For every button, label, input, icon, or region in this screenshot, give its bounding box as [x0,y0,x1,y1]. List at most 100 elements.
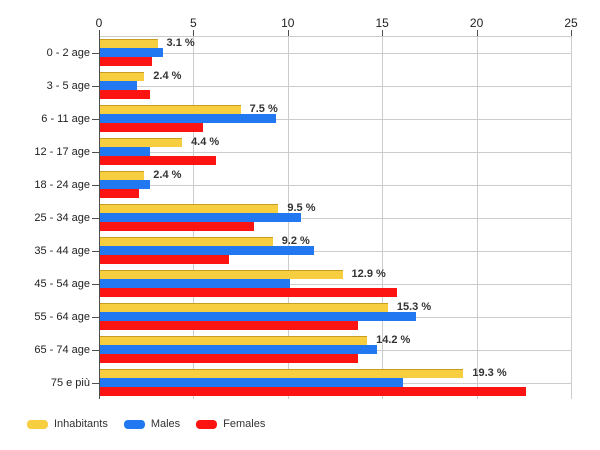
h-gridline [99,217,571,219]
bar-inhabitants[interactable] [100,335,368,345]
bar-value-label: 12.9 % [351,267,386,280]
x-axis-tick-label: 25 [564,16,578,30]
bar-inhabitants[interactable] [100,368,464,378]
bar-value-label: 9.5 % [287,201,316,214]
legend-item-females[interactable]: Females [196,418,265,430]
bar-females[interactable] [100,189,139,199]
x-axis-tick-mark [99,30,100,36]
bar-value-label: 7.5 % [249,102,278,115]
bar-males[interactable] [100,245,315,256]
bar-inhabitants[interactable] [100,203,279,213]
y-axis-tick-mark [92,151,99,153]
h-gridline [99,151,571,153]
x-axis-tick-label: 10 [281,16,295,30]
bar-inhabitants[interactable] [100,104,241,114]
y-axis-category-label: 3 - 5 age [46,79,90,92]
bar-females[interactable] [100,387,526,397]
y-axis-tick-mark [92,382,99,384]
y-axis-category-label: 12 - 17 age [34,145,90,158]
chart-legend: Inhabitants Males Females [27,418,265,430]
bar-value-label: 9.2 % [281,234,310,247]
x-axis-tick-label: 20 [469,16,484,30]
bar-value-label: 14.2 % [376,333,411,346]
bar-inhabitants[interactable] [100,137,183,147]
bar-value-label: 2.4 % [153,69,182,82]
bar-males[interactable] [100,311,417,322]
x-axis-tick-mark [476,30,478,36]
bar-males[interactable] [100,80,137,91]
bar-inhabitants[interactable] [100,236,273,246]
x-axis-tick-mark [193,30,195,36]
h-gridline [99,283,571,285]
bar-males[interactable] [100,212,302,223]
legend-label: Females [223,418,266,430]
y-axis-tick-mark [92,52,99,54]
x-axis-tick-label: 0 [95,16,103,30]
h-gridline [99,52,571,54]
y-axis-category-label: 18 - 24 age [34,178,90,191]
y-axis-category-label: 75 e più [50,376,90,389]
bar-males[interactable] [100,179,150,190]
v-gridline [382,36,384,399]
bar-males[interactable] [100,278,290,289]
y-axis-tick-mark [92,349,99,351]
legend-label: Inhabitants [54,418,108,430]
bar-inhabitants[interactable] [100,38,158,48]
bar-males[interactable] [100,344,377,355]
bar-value-label: 15.3 % [396,300,432,313]
bar-males[interactable] [100,377,403,388]
y-axis-tick-mark [92,118,99,120]
bar-value-label: 4.4 % [191,135,220,148]
y-axis-tick-mark [92,283,99,285]
x-axis-tick-mark [382,30,384,36]
bar-females[interactable] [100,354,358,364]
y-axis-category-label: 0 - 2 age [46,46,90,59]
y-axis-tick-mark [92,217,99,219]
y-axis-category-label: 55 - 64 age [34,310,90,323]
bar-males[interactable] [100,113,277,124]
h-gridline [99,85,571,87]
x-axis-tick-mark [571,30,572,36]
v-gridline [476,36,478,399]
bar-females[interactable] [100,288,398,298]
h-gridline [99,118,571,120]
x-axis-tick-mark [287,30,289,36]
y-axis-tick-mark [92,250,99,252]
legend-swatch-inhabitants [27,419,48,429]
y-axis-category-label: 25 - 34 age [34,211,90,224]
bar-males[interactable] [100,47,164,58]
legend-item-males[interactable]: Males [123,418,181,430]
v-gridline [571,36,572,399]
y-axis-category-label: 45 - 54 age [34,277,90,290]
bar-females[interactable] [100,123,203,133]
bar-males[interactable] [100,146,150,157]
bar-females[interactable] [100,255,230,265]
h-gridline [99,250,571,252]
bar-females[interactable] [100,321,358,331]
bar-inhabitants[interactable] [100,269,343,279]
y-axis-tick-mark [92,184,99,186]
y-axis-tick-mark [92,85,99,87]
h-gridline [99,184,571,186]
bar-inhabitants[interactable] [100,170,145,180]
legend-swatch-females [196,419,218,429]
bar-females[interactable] [100,90,150,100]
bar-inhabitants[interactable] [100,71,145,81]
bar-value-label: 3.1 % [166,36,195,49]
x-axis-tick-label: 15 [375,16,389,30]
y-axis-tick-mark [92,316,99,318]
plot-top-border [99,36,571,37]
bar-females[interactable] [100,57,152,67]
bar-value-label: 2.4 % [153,168,182,181]
legend-label: Males [150,418,181,430]
legend-item-inhabitants[interactable]: Inhabitants [27,418,108,430]
y-axis-category-label: 35 - 44 age [34,244,90,257]
bar-value-label: 19.3 % [472,366,507,379]
x-axis-tick-label: 5 [190,16,197,30]
y-axis-line [99,36,100,399]
bar-females[interactable] [100,222,254,232]
legend-swatch-males [123,419,145,429]
bar-inhabitants[interactable] [100,302,388,312]
bar-females[interactable] [100,156,217,166]
